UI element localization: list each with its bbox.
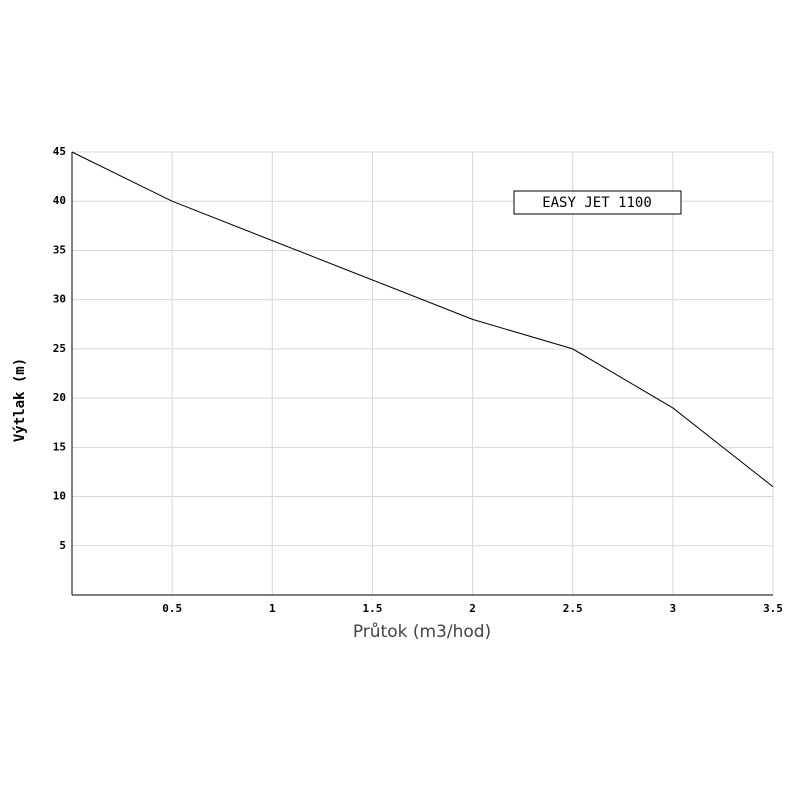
x-tick-label: 3 <box>670 602 677 615</box>
y-tick-label: 10 <box>53 490 66 503</box>
y-tick-label: 5 <box>59 539 66 552</box>
y-tick-label: 40 <box>53 194 66 207</box>
y-tick-label: 45 <box>53 145 66 158</box>
data-line <box>71 151 774 488</box>
x-axis-label: Průtok (m3/hod) <box>353 622 491 642</box>
y-tick-label: 25 <box>53 342 66 355</box>
x-tick-label: 2 <box>469 602 476 615</box>
x-tick-label: 0.5 <box>162 602 182 615</box>
y-tick-label: 35 <box>53 243 66 256</box>
x-tick-label: 1 <box>269 602 276 615</box>
x-tick-label: 2.5 <box>563 602 583 615</box>
y-tick-label: 30 <box>53 293 66 306</box>
y-tick-label: 20 <box>53 391 66 404</box>
y-axis-label: Výtlak (m) <box>12 358 28 442</box>
annotation-box <box>513 190 682 215</box>
x-tick-label: 1.5 <box>362 602 382 615</box>
x-tick-label: 3.5 <box>763 602 783 615</box>
annotation: EASY JET 1100 <box>542 195 652 211</box>
y-tick-label: 15 <box>53 440 66 453</box>
